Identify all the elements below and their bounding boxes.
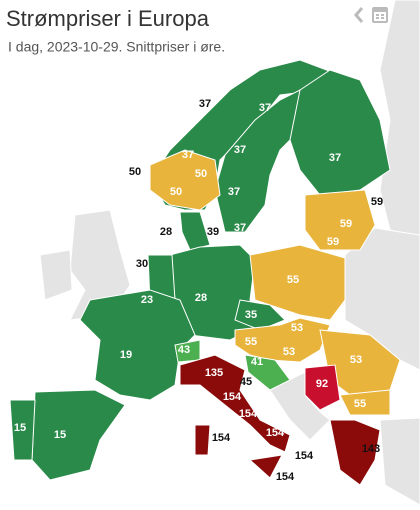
price-label: 37 — [234, 144, 246, 156]
price-label: 59 — [371, 196, 383, 208]
price-label: 55 — [287, 274, 299, 286]
price-label: 28 — [195, 292, 207, 304]
czechia — [234, 299, 286, 331]
price-label: 50 — [129, 166, 141, 178]
price-label: 154 — [276, 471, 295, 483]
price-label: 59 — [340, 218, 352, 230]
price-label: 154 — [266, 427, 285, 439]
price-label: 30 — [136, 258, 148, 270]
price-label: 37 — [329, 152, 341, 164]
price-label: 39 — [207, 226, 219, 238]
croatia-slovenia — [244, 354, 291, 391]
price-label: 55 — [354, 398, 366, 410]
turkey — [379, 417, 420, 506]
title: Strømpriser i Europa — [6, 6, 210, 31]
sardinia — [194, 424, 211, 456]
price-label: 154 — [212, 432, 231, 444]
price-label: 53 — [283, 346, 295, 358]
price-label: 23 — [141, 294, 153, 306]
price-label: 37 — [182, 149, 194, 161]
price-label: 45 — [240, 376, 252, 388]
price-label: 154 — [223, 391, 242, 403]
nav-prev[interactable] — [354, 7, 364, 23]
price-label: 50 — [195, 168, 207, 180]
calendar[interactable] — [372, 7, 388, 23]
poland — [249, 244, 346, 321]
price-label: 135 — [205, 367, 223, 379]
price-label: 37 — [259, 102, 271, 114]
price-label: 154 — [239, 408, 258, 420]
ireland — [39, 249, 73, 301]
serbia — [304, 364, 341, 411]
spain — [31, 389, 126, 481]
price-label: 53 — [291, 322, 303, 334]
price-label: 19 — [120, 349, 132, 361]
greece — [329, 419, 381, 486]
austria-hungary — [234, 317, 331, 363]
france — [79, 289, 196, 401]
price-label: 55 — [245, 336, 257, 348]
price-label: 37 — [234, 222, 246, 234]
denmark — [179, 211, 211, 251]
belarus-ukraine — [344, 227, 420, 371]
subtitle: I dag, 2023-10-29. Snittpriser i øre. — [8, 39, 225, 55]
price-label: 53 — [350, 354, 362, 366]
portugal — [9, 399, 36, 461]
bulgaria — [339, 389, 391, 416]
price-label: 92 — [316, 378, 328, 390]
price-label: 15 — [14, 422, 26, 434]
price-label: 50 — [170, 186, 182, 198]
countries — [9, 0, 420, 506]
italy — [179, 354, 291, 453]
price-label: 28 — [160, 226, 172, 238]
russia — [379, 0, 420, 241]
finland — [289, 69, 391, 196]
price-label: 154 — [295, 450, 314, 462]
south-norway — [149, 149, 221, 211]
price-label: 143 — [362, 443, 380, 455]
baltics — [304, 189, 376, 251]
price-label: 37 — [228, 186, 240, 198]
price-label: 35 — [245, 309, 257, 321]
sicily — [248, 454, 283, 479]
price-label: 37 — [199, 98, 211, 110]
price-label: 41 — [251, 356, 263, 368]
price-label: 15 — [54, 429, 66, 441]
price-label: 59 — [327, 236, 339, 248]
price-label: 43 — [178, 344, 190, 356]
